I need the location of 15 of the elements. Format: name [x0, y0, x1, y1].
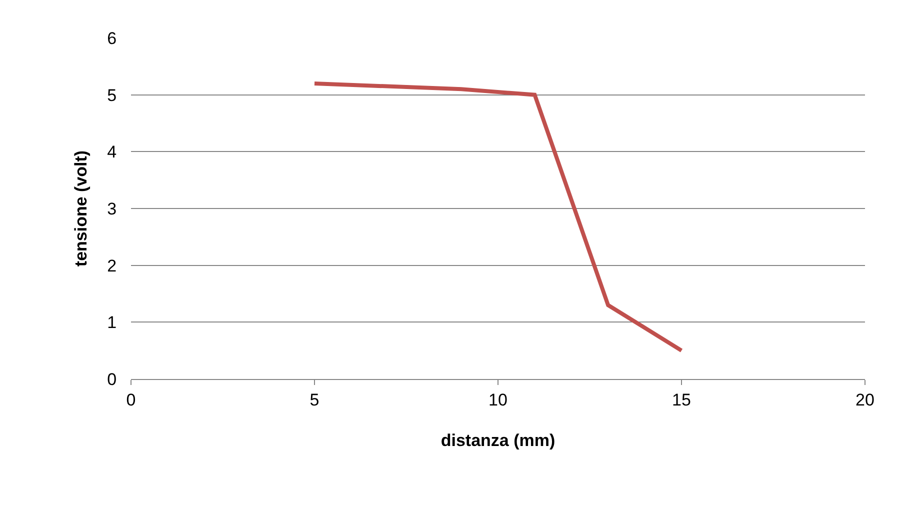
y-tick-label: 4: [107, 142, 117, 162]
line-series: [312, 81, 684, 353]
y-tick-label: 3: [107, 199, 117, 218]
x-tick-label: 0: [126, 390, 136, 410]
x-tick-label: 15: [672, 390, 691, 410]
y-tick-label: 0: [107, 370, 117, 389]
y-tick-label: 6: [107, 28, 117, 48]
x-axis-title: distanza (mm): [440, 430, 556, 450]
x-tick-label: 10: [488, 390, 508, 410]
x-tick-label: 5: [310, 390, 320, 410]
y-tick-label: 5: [107, 86, 117, 105]
y-tick-label: 1: [107, 313, 117, 332]
y-axis-title: tensione (volt): [72, 150, 91, 267]
x-tick-label: 20: [856, 390, 874, 410]
y-tick-label: 2: [107, 256, 117, 276]
